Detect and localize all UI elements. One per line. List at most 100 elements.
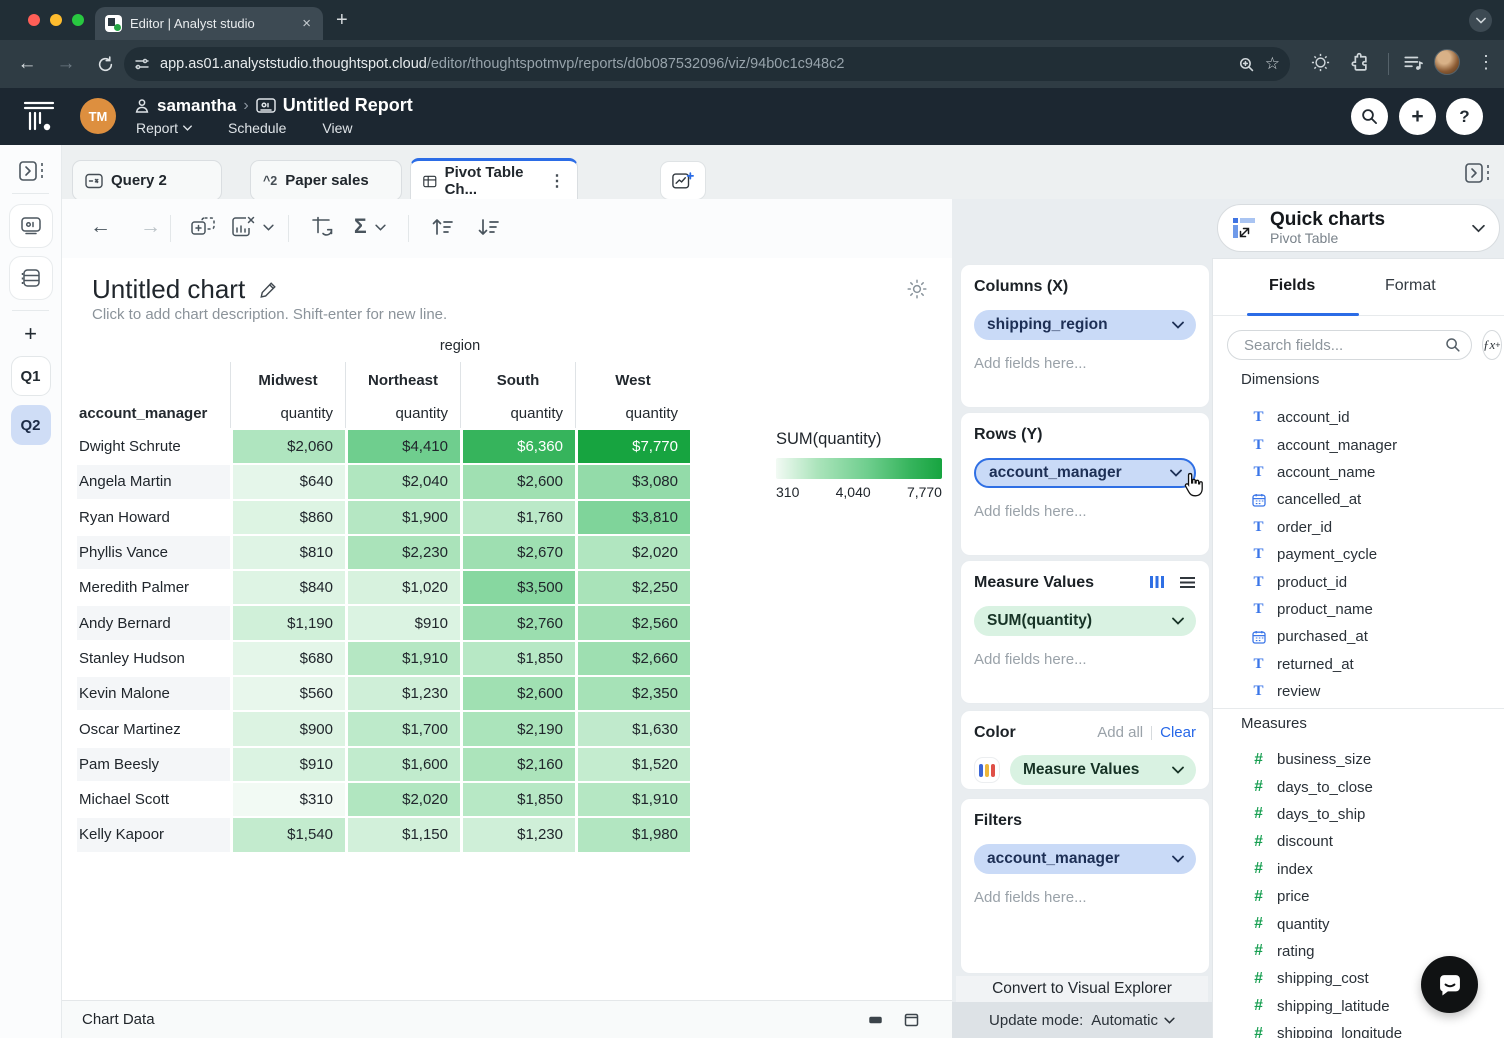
- pivot-cell[interactable]: $1,700: [345, 710, 460, 745]
- color-add-all-link[interactable]: Add all: [1097, 724, 1143, 741]
- thoughtspot-logo-icon[interactable]: [22, 100, 56, 134]
- pivot-cell[interactable]: $1,850: [460, 781, 575, 816]
- tab-fields[interactable]: Fields: [1269, 277, 1315, 295]
- color-palette-icon[interactable]: [974, 757, 1000, 783]
- field-item[interactable]: Tproduct_id: [1213, 568, 1504, 595]
- search-fields-input[interactable]: [1242, 336, 1445, 355]
- pivot-cell[interactable]: $1,230: [345, 675, 460, 710]
- pivot-cell[interactable]: $2,160: [460, 746, 575, 781]
- row-label[interactable]: Michael Scott: [77, 781, 230, 816]
- field-item[interactable]: Tpayment_cycle: [1213, 541, 1504, 568]
- pivot-cell[interactable]: $2,350: [575, 675, 690, 710]
- pivot-cell[interactable]: $3,080: [575, 463, 690, 498]
- browser-profile-avatar[interactable]: [1434, 49, 1460, 75]
- measure-subheader[interactable]: quantity: [460, 398, 575, 428]
- traffic-minimize-icon[interactable]: [50, 14, 62, 26]
- query-q2-button[interactable]: Q2: [11, 405, 51, 445]
- avatar[interactable]: TM: [80, 98, 116, 134]
- pivot-cell[interactable]: $1,230: [460, 816, 575, 851]
- row-label[interactable]: Kelly Kapoor: [77, 816, 230, 851]
- breadcrumb-user[interactable]: samantha: [157, 96, 236, 116]
- report-nav-button[interactable]: [9, 204, 53, 248]
- tab-menu-kebab-icon[interactable]: ⋮: [549, 171, 565, 191]
- tab-pivot-table-chart[interactable]: Pivot Table Ch... ⋮: [410, 158, 578, 201]
- browser-back-icon[interactable]: ←: [15, 53, 39, 75]
- add-button[interactable]: +: [1399, 98, 1436, 135]
- pivot-cell[interactable]: $2,060: [230, 428, 345, 463]
- field-item[interactable]: Taccount_id: [1213, 404, 1504, 431]
- pivot-cell[interactable]: $810: [230, 534, 345, 569]
- search-fields-box[interactable]: [1227, 330, 1472, 360]
- pill-color-measure-values[interactable]: Measure Values: [1010, 755, 1196, 785]
- add-query-button[interactable]: +: [0, 321, 61, 347]
- pivot-cell[interactable]: $1,600: [345, 746, 460, 781]
- row-label[interactable]: Angela Martin: [77, 463, 230, 498]
- column-header[interactable]: Northeast: [345, 362, 460, 398]
- measure-add-fields-placeholder[interactable]: Add fields here...: [974, 651, 1196, 668]
- pivot-cell[interactable]: $910: [345, 604, 460, 639]
- tab-search-chevron-icon[interactable]: [1469, 9, 1492, 32]
- tab-close-icon[interactable]: ×: [300, 15, 313, 32]
- pill-account-manager[interactable]: account_manager: [974, 458, 1196, 488]
- pivot-cell[interactable]: $2,250: [575, 569, 690, 604]
- row-label[interactable]: Stanley Hudson: [77, 640, 230, 675]
- pivot-cell[interactable]: $2,600: [460, 675, 575, 710]
- pivot-cell[interactable]: $2,660: [575, 640, 690, 675]
- row-label[interactable]: Oscar Martinez: [77, 710, 230, 745]
- help-button[interactable]: ?: [1446, 98, 1483, 135]
- chart-settings-gear-icon[interactable]: [906, 278, 928, 300]
- pivot-cell[interactable]: $1,540: [230, 816, 345, 851]
- duplicate-chart-icon[interactable]: [190, 215, 216, 239]
- report-title[interactable]: Untitled Report: [283, 95, 413, 116]
- remove-chart-dropdown[interactable]: [230, 215, 274, 239]
- pivot-cell[interactable]: $6,360: [460, 428, 575, 463]
- field-item[interactable]: purchased_at: [1213, 623, 1504, 650]
- bookmark-star-icon[interactable]: ☆: [1265, 54, 1280, 74]
- row-label[interactable]: Meredith Palmer: [77, 569, 230, 604]
- minimize-panel-icon[interactable]: [868, 1013, 883, 1026]
- columns-layout-icon[interactable]: [1149, 575, 1165, 589]
- pivot-cell[interactable]: $860: [230, 499, 345, 534]
- measure-subheader[interactable]: quantity: [230, 398, 345, 428]
- field-item[interactable]: #price: [1213, 883, 1504, 910]
- field-item[interactable]: #business_size: [1213, 746, 1504, 773]
- pivot-cell[interactable]: $7,770: [575, 428, 690, 463]
- tab-query-2[interactable]: Query 2: [72, 160, 222, 201]
- add-chart-tab-button[interactable]: [660, 161, 706, 200]
- pill-sum-quantity[interactable]: SUM(quantity): [974, 606, 1196, 636]
- rows-layout-icon[interactable]: [1179, 576, 1196, 589]
- tab-paper-sales[interactable]: ^2 Paper sales: [250, 160, 402, 201]
- filters-add-fields-placeholder[interactable]: Add fields here...: [974, 889, 1196, 906]
- field-item[interactable]: Torder_id: [1213, 514, 1504, 541]
- row-label[interactable]: Phyllis Vance: [77, 534, 230, 569]
- pivot-cell[interactable]: $910: [230, 746, 345, 781]
- search-button[interactable]: [1351, 98, 1388, 135]
- row-label[interactable]: Dwight Schrute: [77, 428, 230, 463]
- undo-icon[interactable]: ←: [90, 215, 111, 239]
- extension-gear-icon[interactable]: [1310, 52, 1331, 73]
- data-sources-button[interactable]: [9, 256, 53, 300]
- sort-ascending-icon[interactable]: [430, 215, 456, 239]
- measure-subheader[interactable]: quantity: [575, 398, 690, 428]
- chart-description-placeholder[interactable]: Click to add chart description. Shift-en…: [92, 306, 447, 323]
- menu-schedule[interactable]: Schedule: [228, 120, 286, 136]
- pivot-cell[interactable]: $2,600: [460, 463, 575, 498]
- measure-subheader[interactable]: quantity: [345, 398, 460, 428]
- convert-to-visual-explorer-button[interactable]: Convert to Visual Explorer: [956, 976, 1208, 1002]
- add-formula-button[interactable]: ƒx+: [1482, 330, 1502, 360]
- field-item[interactable]: Taccount_name: [1213, 459, 1504, 486]
- field-item[interactable]: #index: [1213, 856, 1504, 883]
- traffic-maximize-icon[interactable]: [72, 14, 84, 26]
- pivot-cell[interactable]: $2,670: [460, 534, 575, 569]
- pivot-cell[interactable]: $3,810: [575, 499, 690, 534]
- pivot-cell[interactable]: $1,980: [575, 816, 690, 851]
- pivot-cell[interactable]: $2,020: [575, 534, 690, 569]
- expand-panel-icon[interactable]: [904, 1013, 919, 1027]
- pivot-cell[interactable]: $1,760: [460, 499, 575, 534]
- row-axis-label[interactable]: account_manager: [77, 398, 230, 428]
- pivot-cell[interactable]: $2,020: [345, 781, 460, 816]
- column-header[interactable]: Midwest: [230, 362, 345, 398]
- pivot-cell[interactable]: $4,410: [345, 428, 460, 463]
- query-q1-button[interactable]: Q1: [11, 356, 51, 396]
- pivot-cell[interactable]: $1,520: [575, 746, 690, 781]
